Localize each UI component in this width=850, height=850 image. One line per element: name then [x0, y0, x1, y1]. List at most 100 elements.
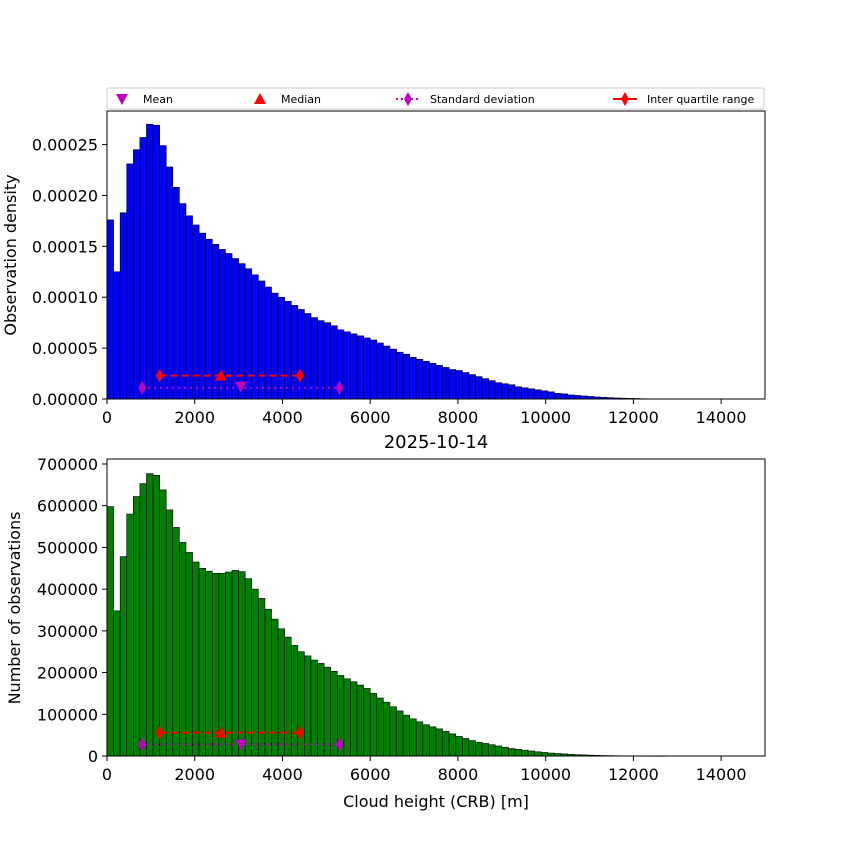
histogram-bar: [402, 353, 410, 400]
histogram-bar: [258, 280, 266, 400]
x-tick-label: 6000: [350, 408, 391, 427]
histogram-bar: [231, 258, 239, 400]
histogram-bar: [133, 149, 141, 400]
histogram-bar: [126, 163, 134, 400]
x-tick-label: 0: [102, 765, 112, 784]
iqr-low-marker: [155, 725, 164, 740]
legend-label: Inter quartile range: [647, 93, 754, 106]
histogram-bar: [146, 123, 154, 400]
histogram-bar: [501, 383, 509, 400]
histogram-bar: [462, 738, 470, 757]
histogram-bar: [126, 513, 134, 757]
bottom-axes-frame: [106, 458, 766, 757]
y-tick-label: 200000: [37, 664, 98, 683]
legend-frame: [106, 87, 765, 110]
histogram-bar: [396, 710, 404, 757]
legend-label: Mean: [143, 93, 173, 106]
histogram-bar: [475, 741, 483, 757]
std-high-marker: [335, 380, 344, 395]
histogram-bar: [567, 394, 575, 400]
legend: Mean Median Standard deviation Inter quarti…: [106, 87, 765, 110]
x-tick-label: 2000: [174, 765, 215, 784]
y-tick-label: 0.00010: [32, 288, 98, 307]
x-tick-label: 4000: [262, 408, 303, 427]
x-tick-label: 14000: [696, 408, 747, 427]
histogram-bar: [409, 356, 417, 400]
chart-title: 2025-10-14: [384, 432, 489, 453]
histogram-bar: [113, 271, 121, 400]
histogram-bar: [376, 342, 384, 400]
y-tick-label: 0.00015: [32, 237, 98, 256]
histogram-bar: [290, 645, 299, 757]
histogram-bar: [172, 187, 180, 400]
histogram-bar: [521, 749, 529, 757]
histogram-bar: [139, 137, 147, 400]
histogram-bar: [113, 610, 121, 757]
histogram-bar: [317, 663, 325, 757]
y-tick-label: 100000: [37, 705, 98, 724]
y-axis-label-count: Number of observations: [5, 512, 24, 705]
histogram-bar: [448, 369, 457, 400]
histogram-bar: [356, 684, 364, 757]
histogram-bar: [139, 483, 147, 757]
x-axis-label: Cloud height (CRB) [m]: [343, 792, 529, 811]
histogram-bar: [343, 331, 351, 400]
y-tick-label: 300000: [37, 622, 98, 641]
density-histogram: 0 2000 4000 6000 8000 10000 12000 14000 0.00000 0…: [1, 110, 766, 427]
histogram-bar: [508, 748, 516, 757]
histogram-bar: [494, 745, 503, 757]
histogram-bar: [106, 506, 114, 757]
histogram-bar: [297, 309, 305, 400]
iqr-high-marker: [296, 725, 305, 740]
histogram-bar: [573, 395, 582, 400]
histogram-bar: [119, 212, 128, 400]
histogram-bar: [277, 296, 285, 400]
histogram-bar: [521, 387, 529, 400]
x-tick-label: 8000: [438, 765, 479, 784]
histogram-bar: [185, 215, 193, 400]
histogram-bar: [527, 750, 535, 757]
histogram-bar: [133, 496, 141, 757]
x-tick-label: 10000: [520, 765, 571, 784]
histogram-bar: [356, 335, 364, 400]
histogram-bar: [218, 572, 226, 757]
x-tick-label: 14000: [696, 765, 747, 784]
histogram-bar: [508, 384, 516, 400]
histogram-bar: [389, 706, 397, 757]
x-tick-label: 10000: [520, 408, 571, 427]
x-tick-label: 12000: [608, 765, 659, 784]
y-tick-label: 600000: [37, 497, 98, 516]
histogram-bar: [179, 203, 187, 400]
iqr-high-marker: [296, 368, 305, 383]
histogram-bar: [481, 378, 489, 400]
histogram-bar: [231, 570, 239, 757]
histogram-bar: [159, 145, 167, 400]
histogram-bar: [468, 740, 476, 757]
histogram-bar: [363, 688, 371, 757]
histogram-bar: [284, 301, 292, 400]
histogram-bar: [238, 571, 246, 757]
histogram-bar: [146, 473, 154, 757]
histogram-bar: [264, 286, 272, 400]
histogram-bar: [192, 561, 200, 757]
histogram-bar: [310, 659, 318, 757]
histogram-bar: [152, 124, 160, 400]
histogram-bar: [402, 714, 410, 757]
x-tick-label: 6000: [350, 765, 391, 784]
histogram-bar: [198, 567, 206, 757]
histogram-bar: [415, 359, 424, 400]
histogram-bar: [284, 636, 292, 757]
std-low-marker: [138, 380, 147, 395]
legend-marker-3: [621, 92, 629, 106]
y-tick-label: 400000: [37, 580, 98, 599]
histogram-bar: [488, 380, 496, 400]
y-axis-label-density: Observation density: [1, 174, 20, 335]
std-high-marker: [335, 737, 344, 752]
histogram-bar: [396, 351, 404, 400]
histogram-bar: [554, 393, 562, 400]
histogram-bar: [448, 733, 457, 757]
histogram-bar: [192, 224, 200, 400]
mean-marker: [234, 739, 247, 751]
y-tick-label: 0.00000: [32, 390, 98, 409]
